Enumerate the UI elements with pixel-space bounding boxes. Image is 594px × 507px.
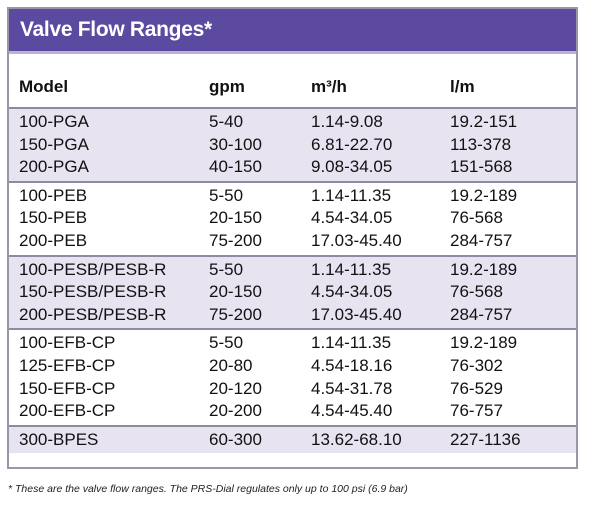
- row-group: 300-BPES 60-300 13.62-68.10 227-1136: [9, 424, 576, 454]
- cell-model: 125-EFB-CP: [19, 355, 116, 375]
- cell-model: 150-PESB/PESB-R: [19, 282, 167, 302]
- table-row: 150-PGA 30-100 6.81-22.70 113-378: [9, 135, 576, 157]
- row-group: 100-EFB-CP 5-50 1.14-11.35 19.2-189 125-EFB-…: [9, 328, 576, 424]
- table-title: Valve Flow Ranges*: [20, 18, 212, 41]
- header-gpm: gpm: [209, 77, 245, 96]
- cell-lm: 151-568: [450, 157, 513, 177]
- cell-model: 300-BPES: [19, 429, 99, 449]
- cell-model: 200-EFB-CP: [19, 401, 116, 421]
- cell-m3h: 9.08-34.05: [311, 157, 393, 177]
- cell-lm: 19.2-151: [450, 112, 518, 131]
- cell-gpm: 5-50: [209, 185, 244, 205]
- cell-gpm: 5-50: [209, 333, 244, 353]
- header-m3h: m³/h: [311, 77, 347, 96]
- table-row: 300-BPES 60-300 13.62-68.10 227-1136: [9, 430, 576, 452]
- cell-m3h: 6.81-22.70: [311, 134, 393, 154]
- cell-gpm: 20-80: [209, 355, 253, 375]
- cell-lm: 227-1136: [450, 429, 521, 449]
- cell-model: 100-PEB: [19, 185, 88, 205]
- table-row: 200-EFB-CP 20-200 4.54-45.40 76-757: [9, 401, 576, 423]
- cell-lm: 19.2-189: [450, 333, 518, 353]
- cell-m3h: 4.54-45.40: [311, 401, 393, 421]
- cell-lm: 284-757: [450, 230, 513, 250]
- cell-gpm: 75-200: [209, 304, 262, 324]
- cell-gpm: 60-300: [209, 429, 262, 449]
- row-group: 100-PEB 5-50 1.14-11.35 19.2-189 150-PEB 20-1…: [9, 180, 576, 255]
- cell-lm: 76-757: [450, 401, 503, 421]
- cell-lm: 76-529: [450, 378, 503, 398]
- cell-gpm: 40-150: [209, 157, 262, 177]
- cell-gpm: 20-120: [209, 378, 262, 398]
- table-row: 200-PGA 40-150 9.08-34.05 151-568: [9, 157, 576, 179]
- cell-lm: 113-378: [450, 134, 512, 154]
- table-row: 150-PESB/PESB-R 20-150 4.54-34.05 76-568: [9, 282, 576, 304]
- cell-model: 100-PESB/PESB-R: [19, 259, 167, 279]
- cell-model: 200-PESB/PESB-R: [19, 304, 167, 324]
- cell-model: 150-EFB-CP: [19, 378, 116, 398]
- cell-model: 200-PGA: [19, 157, 89, 177]
- table-row: 200-PESB/PESB-R 75-200 17.03-45.40 284-757: [9, 305, 576, 327]
- cell-m3h: 17.03-45.40: [311, 304, 402, 324]
- cell-gpm: 75-200: [209, 230, 262, 250]
- cell-m3h: 4.54-31.78: [311, 378, 393, 398]
- cell-model: 100-EFB-CP: [19, 333, 116, 353]
- row-group: 100-PESB/PESB-R 5-50 1.14-11.35 19.2-189 150…: [9, 254, 576, 329]
- table-row: 100-PESB/PESB-R 5-50 1.14-11.35 19.2-189: [9, 260, 576, 282]
- table-header: Model gpm m³/h l/m: [9, 77, 576, 107]
- cell-model: 150-PEB: [19, 208, 88, 228]
- table-row: 150-EFB-CP 20-120 4.54-31.78 76-529: [9, 379, 576, 401]
- table-row: 150-PEB 20-150 4.54-34.05 76-568: [9, 208, 576, 230]
- cell-lm: 76-568: [450, 208, 503, 228]
- cell-m3h: 13.62-68.10: [311, 429, 402, 449]
- cell-gpm: 30-100: [209, 134, 262, 154]
- cell-lm: 19.2-189: [450, 259, 518, 279]
- cell-lm: 19.2-189: [450, 185, 518, 205]
- cell-model: 200-PEB: [19, 230, 88, 250]
- table-row: 100-PEB 5-50 1.14-11.35 19.2-189: [9, 186, 576, 208]
- cell-m3h: 4.54-18.16: [311, 355, 393, 375]
- cell-m3h: 1.14-11.35: [311, 333, 392, 353]
- table-row: 100-PGA 5-40 1.14-9.08 19.2-151: [9, 112, 576, 134]
- footnote: * These are the valve flow ranges. The P…: [8, 483, 408, 495]
- table-row: 125-EFB-CP 20-80 4.54-18.16 76-302: [9, 356, 576, 378]
- cell-lm: 284-757: [450, 304, 513, 324]
- cell-m3h: 17.03-45.40: [311, 230, 402, 250]
- cell-m3h: 4.54-34.05: [311, 282, 393, 302]
- cell-m3h: 4.54-34.05: [311, 208, 393, 228]
- cell-gpm: 20-150: [209, 282, 262, 302]
- header-model: Model: [19, 77, 69, 96]
- title-bar: Valve Flow Ranges*: [9, 9, 576, 54]
- cell-gpm: 20-200: [209, 401, 262, 421]
- cell-m3h: 1.14-11.35: [311, 185, 392, 205]
- cell-lm: 76-302: [450, 355, 503, 375]
- row-group: 100-PGA 5-40 1.14-9.08 19.2-151 150-PGA 30-10…: [9, 107, 576, 181]
- table-row: 100-EFB-CP 5-50 1.14-11.35 19.2-189: [9, 333, 576, 355]
- table-row: 200-PEB 75-200 17.03-45.40 284-757: [9, 231, 576, 253]
- cell-model: 100-PGA: [19, 112, 89, 131]
- header-lm: l/m: [450, 77, 475, 96]
- cell-m3h: 1.14-11.35: [311, 259, 392, 279]
- cell-gpm: 20-150: [209, 208, 262, 228]
- cell-m3h: 1.14-9.08: [311, 112, 383, 131]
- cell-gpm: 5-40: [209, 112, 244, 131]
- cell-gpm: 5-50: [209, 259, 244, 279]
- cell-model: 150-PGA: [19, 134, 89, 154]
- cell-lm: 76-568: [450, 282, 503, 302]
- flow-range-table: Valve Flow Ranges* Model gpm m³/h l/m 10…: [7, 7, 578, 469]
